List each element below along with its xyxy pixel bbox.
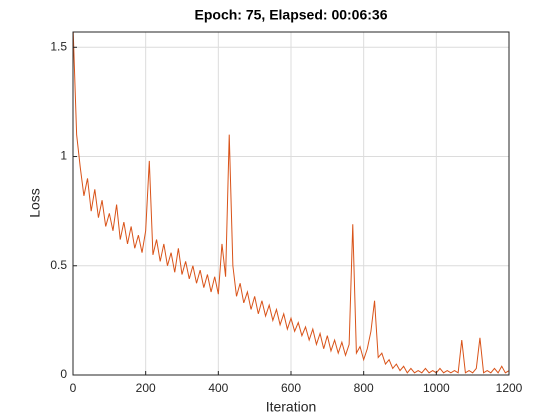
- y-tick-label: 1.5: [50, 39, 67, 53]
- y-tick-label: 0.5: [50, 258, 67, 272]
- x-tick-label: 1200: [496, 381, 523, 395]
- y-tick-label: 0: [60, 367, 67, 381]
- x-tick-label: 200: [136, 381, 156, 395]
- x-tick-label: 0: [70, 381, 77, 395]
- y-tick-label: 1: [60, 149, 67, 163]
- y-axis-label: Loss: [27, 188, 43, 218]
- x-tick-label: 400: [208, 381, 228, 395]
- x-tick-label: 800: [354, 381, 374, 395]
- chart-title: Epoch: 75, Elapsed: 00:06:36: [195, 7, 388, 23]
- x-tick-label: 600: [281, 381, 301, 395]
- x-axis-label: Iteration: [266, 399, 317, 415]
- x-tick-label: 1000: [423, 381, 450, 395]
